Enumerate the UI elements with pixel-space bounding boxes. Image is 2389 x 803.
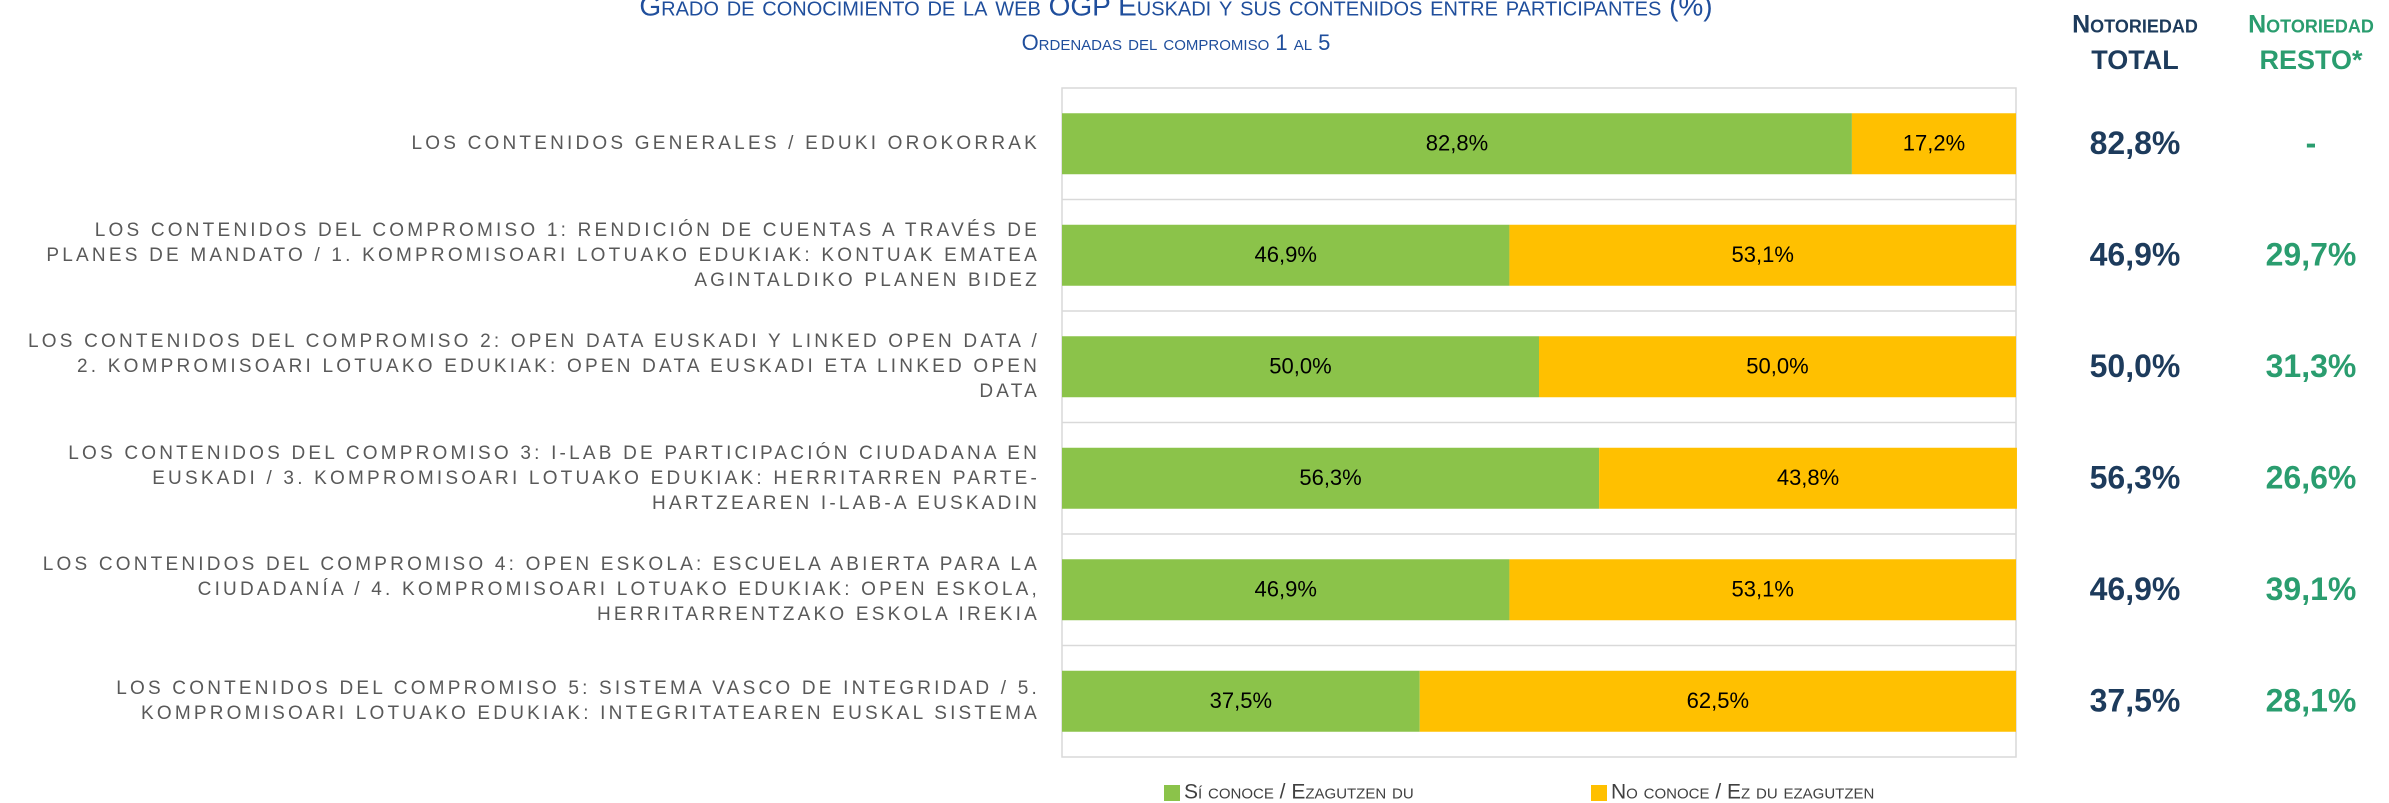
bar-segment xyxy=(1062,670,1420,732)
column-value: 39,1% xyxy=(2266,571,2357,607)
column-value: 46,9% xyxy=(2090,571,2181,607)
bar-segment xyxy=(1062,447,1600,509)
bar-value-label: 37,5% xyxy=(1210,688,1272,713)
bar-value-label: 46,9% xyxy=(1255,577,1317,602)
legend-swatch xyxy=(1591,785,1607,801)
bar-value-label: 43,8% xyxy=(1777,465,1839,490)
bar-segment xyxy=(1062,559,1510,621)
column-header: RESTO* xyxy=(2259,45,2363,75)
bar-value-label: 53,1% xyxy=(1732,242,1794,267)
legend-swatch xyxy=(1164,785,1180,801)
column-value: 31,3% xyxy=(2266,348,2357,384)
category-label: LOS CONTENIDOS DEL COMPROMISO 1: RENDICI… xyxy=(46,219,1040,291)
bar-segment xyxy=(1062,336,1539,398)
bar-segment xyxy=(1062,113,1852,175)
bar-segment xyxy=(1599,447,2017,509)
column-value: - xyxy=(2306,125,2317,161)
column-value: 56,3% xyxy=(2090,460,2181,496)
column-header: Notoriedad xyxy=(2072,11,2198,39)
bar-segment xyxy=(1062,224,1510,286)
column-value: 37,5% xyxy=(2090,683,2181,719)
bar-value-label: 50,0% xyxy=(1746,354,1808,379)
category-label: LOS CONTENIDOS DEL COMPROMISO 4: OPEN ES… xyxy=(42,554,1040,626)
column-header: Notoriedad xyxy=(2248,11,2374,39)
column-value: 26,6% xyxy=(2266,460,2357,496)
chart-title: Grado de conocimiento de la web OGP Eusk… xyxy=(639,0,1712,21)
bar-value-label: 17,2% xyxy=(1903,131,1965,156)
column-value: 50,0% xyxy=(2090,348,2181,384)
column-value: 28,1% xyxy=(2266,683,2357,719)
column-value: 82,8% xyxy=(2090,125,2181,161)
column-header: TOTAL xyxy=(2091,45,2179,75)
category-label: LOS CONTENIDOS DEL COMPROMISO 5: SISTEMA… xyxy=(116,678,1040,725)
bar-value-label: 46,9% xyxy=(1255,242,1317,267)
legend-label: Sí conoce / Ezagutzen du xyxy=(1184,781,1414,803)
bar-value-label: 62,5% xyxy=(1687,688,1749,713)
column-value: 29,7% xyxy=(2266,237,2357,273)
bar-value-label: 82,8% xyxy=(1426,131,1488,156)
bar-value-label: 50,0% xyxy=(1269,354,1331,379)
category-label: LOS CONTENIDOS DEL COMPROMISO 2: OPEN DA… xyxy=(27,331,1040,403)
bar-segment xyxy=(1851,113,2016,175)
bar-value-label: 53,1% xyxy=(1732,577,1794,602)
bar-segment xyxy=(1509,559,2016,621)
category-label: LOS CONTENIDOS GENERALES / EDUKI OROKORR… xyxy=(411,133,1040,155)
column-value: 46,9% xyxy=(2090,237,2181,273)
category-label: LOS CONTENIDOS DEL COMPROMISO 3: I-LAB D… xyxy=(68,442,1040,514)
bar-value-label: 56,3% xyxy=(1299,465,1361,490)
legend-label: No conoce / Ez du ezagutzen xyxy=(1611,781,1874,803)
bar-segment xyxy=(1539,336,2016,398)
bar-segment xyxy=(1509,224,2016,286)
bar-segment xyxy=(1419,670,2016,732)
chart-subtitle: Ordenadas del compromiso 1 al 5 xyxy=(1022,30,1331,55)
